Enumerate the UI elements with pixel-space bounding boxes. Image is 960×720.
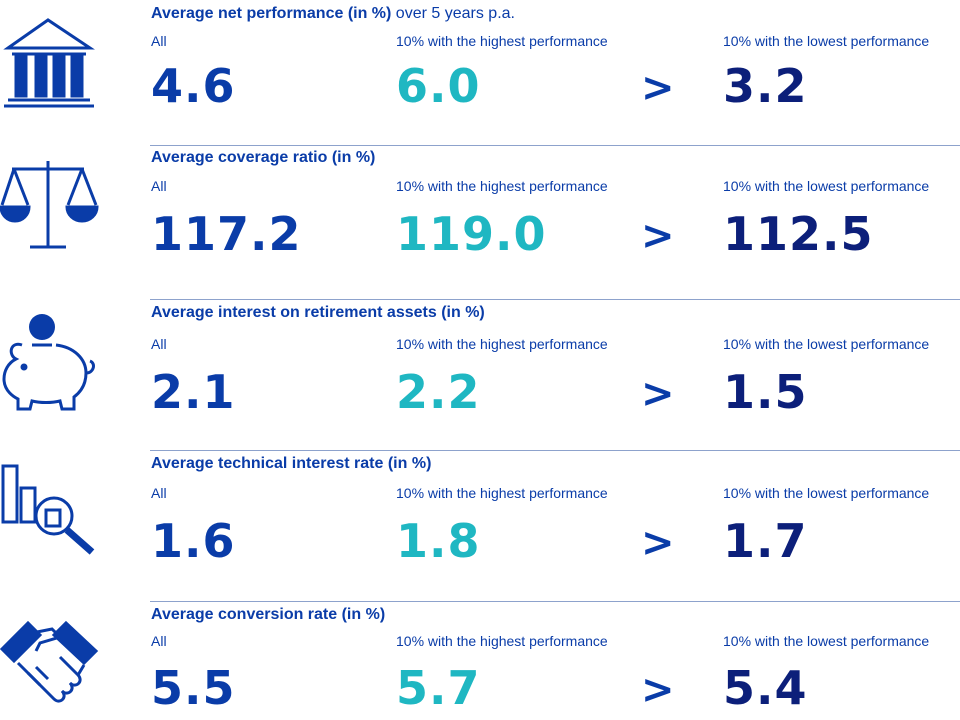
- row-divider: [150, 450, 960, 451]
- metric-title-text: Average technical interest rate (in %): [151, 455, 432, 472]
- value-lowest: 5.4: [723, 661, 808, 715]
- metric-row-net-performance: Average net performance (in %) over 5 ye…: [0, 0, 960, 146]
- value-lowest: 112.5: [723, 207, 874, 261]
- metric-title-text: Average net performance (in %): [151, 5, 392, 22]
- value-highest: 1.8: [396, 514, 481, 568]
- chart-magnifier-icon: [0, 460, 100, 570]
- metric-title-text: Average coverage ratio (in %): [151, 149, 376, 166]
- metric-title: Average coverage ratio (in %): [151, 149, 375, 167]
- label-all: All: [151, 178, 167, 194]
- label-highest: 10% with the highest performance: [396, 33, 608, 49]
- value-all: 5.5: [151, 661, 236, 715]
- metric-row-technical-interest: Average technical interest rate (in %) A…: [0, 450, 960, 602]
- value-all: 4.6: [151, 59, 236, 113]
- label-lowest: 10% with the lowest performance: [723, 633, 930, 649]
- label-highest: 10% with the highest performance: [396, 336, 608, 352]
- metric-title-suffix: over 5 years p.a.: [391, 5, 515, 22]
- label-lowest: 10% with the lowest performance: [723, 178, 930, 194]
- handshake-icon: [0, 611, 100, 720]
- greater-than-sign: >: [641, 65, 675, 111]
- label-all: All: [151, 485, 167, 501]
- greater-than-sign: >: [641, 667, 675, 713]
- value-highest: 6.0: [396, 59, 481, 113]
- label-all: All: [151, 633, 167, 649]
- value-lowest: 1.5: [723, 365, 808, 419]
- metric-title: Average technical interest rate (in %): [151, 455, 431, 473]
- bank-icon: [0, 8, 100, 118]
- value-lowest: 3.2: [723, 59, 808, 113]
- value-highest: 5.7: [396, 661, 481, 715]
- metric-title-text: Average conversion rate (in %): [151, 606, 386, 623]
- label-lowest: 10% with the lowest performance: [723, 33, 930, 49]
- label-all: All: [151, 336, 167, 352]
- value-highest: 2.2: [396, 365, 481, 419]
- label-lowest: 10% with the lowest performance: [723, 336, 930, 352]
- label-highest: 10% with the highest performance: [396, 178, 608, 194]
- value-all: 117.2: [151, 207, 302, 261]
- label-lowest: 10% with the lowest performance: [723, 485, 930, 501]
- metric-row-retirement-interest: Average interest on retirement assets (i…: [0, 299, 960, 451]
- metric-title: Average net performance (in %) over 5 ye…: [151, 5, 515, 23]
- row-divider: [150, 299, 960, 300]
- greater-than-sign: >: [641, 213, 675, 259]
- metric-row-conversion-rate: Average conversion rate (in %) All 10% w…: [0, 601, 960, 720]
- value-highest: 119.0: [396, 207, 547, 261]
- label-highest: 10% with the highest performance: [396, 485, 608, 501]
- scales-icon: [0, 157, 100, 267]
- label-highest: 10% with the highest performance: [396, 633, 608, 649]
- metric-title: Average interest on retirement assets (i…: [151, 304, 485, 322]
- piggy-bank-icon: [0, 311, 100, 421]
- row-divider: [150, 601, 960, 602]
- row-divider: [150, 145, 960, 146]
- metric-title: Average conversion rate (in %): [151, 606, 385, 624]
- greater-than-sign: >: [641, 371, 675, 417]
- greater-than-sign: >: [641, 520, 675, 566]
- metric-title-text: Average interest on retirement assets (i…: [151, 304, 485, 321]
- value-lowest: 1.7: [723, 514, 808, 568]
- metric-row-coverage-ratio: Average coverage ratio (in %) All 10% wi…: [0, 145, 960, 300]
- value-all: 2.1: [151, 365, 236, 419]
- label-all: All: [151, 33, 167, 49]
- value-all: 1.6: [151, 514, 236, 568]
